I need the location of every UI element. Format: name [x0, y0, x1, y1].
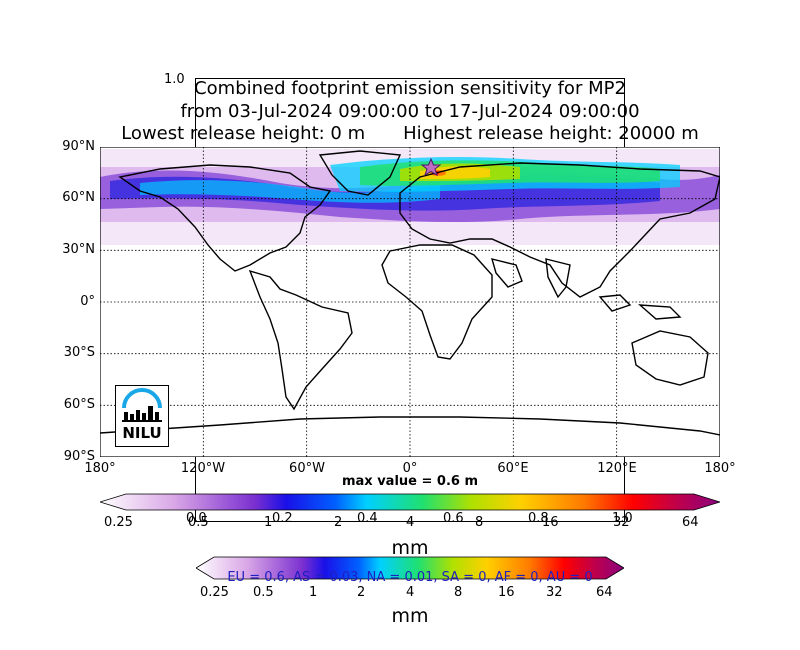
colorbar-tick: 1 [309, 585, 318, 600]
lat-label: 30°N [62, 242, 95, 257]
lat-label: 30°S [63, 345, 95, 360]
lat-label: 90°S [63, 449, 95, 464]
world-map [100, 147, 720, 457]
lat-label: 60°N [62, 190, 95, 205]
colorbar-tick: 0.5 [188, 515, 209, 530]
lon-label: 120°W [180, 461, 226, 476]
ghost-axis-tick: 0.8 [528, 511, 549, 526]
region-summary: EU = 0.6, AS = 0.03, NA = 0.01, SA = 0, … [227, 570, 593, 585]
nilu-logo: NILU [115, 385, 169, 447]
lat-label: 60°S [63, 397, 95, 412]
ghost-axis-tick: 1.0 [612, 511, 633, 526]
lat-label: 90°N [62, 139, 95, 154]
lowest-release-height: Lowest release height: 0 m [121, 123, 366, 144]
max-value-label: max value = 0.6 m [341, 474, 479, 489]
colorbar-tick: 64 [682, 515, 699, 530]
ghost-axis-tick: 0.4 [357, 511, 378, 526]
colorbar-tick: 0.5 [253, 585, 274, 600]
ghost-axis-tick: 0.2 [272, 511, 293, 526]
colorbar-2 [196, 556, 624, 580]
colorbar-2-ticks: 0.25 0.5 1 2 4 8 16 32 64 [196, 585, 624, 603]
graticule [100, 147, 720, 457]
ghost-axis-tick: 0.6 [443, 511, 464, 526]
colorbar-tick: 64 [596, 585, 613, 600]
lon-label: 60°W [289, 461, 325, 476]
lon-label: 180° [704, 461, 736, 476]
ghost-axis-label: 1.0 [164, 72, 185, 87]
star-icon [420, 157, 442, 177]
colorbar-tick: 2 [334, 515, 343, 530]
colorbar-tick: 32 [546, 585, 563, 600]
nilu-logo-text: NILU [122, 424, 162, 442]
colorbar-tick: 1 [264, 515, 273, 530]
colorbar-tick: 0.25 [104, 515, 133, 530]
colorbar-tick: 16 [498, 585, 515, 600]
colorbar-tick: 2 [357, 585, 366, 600]
colorbar-tick: 8 [454, 585, 463, 600]
colorbar-1 [100, 493, 720, 511]
ghost-axis-tick: 0.0 [186, 511, 207, 526]
nilu-logo-mark [122, 388, 162, 422]
lon-label: 0° [402, 461, 418, 476]
title-line-1: Combined footprint emission sensitivity … [194, 78, 626, 99]
highest-release-height: Highest release height: 20000 m [403, 123, 699, 144]
colorbar-tick: 16 [542, 515, 559, 530]
colorbar-1-ticks: 0.25 0.5 1 2 4 8 16 32 64 0.0 0.2 0.4 0.… [100, 511, 720, 531]
lon-label: 180° [84, 461, 116, 476]
title-line-3: Lowest release height: 0 m Highest releas… [0, 123, 800, 145]
colorbar-tick: 0.25 [200, 585, 229, 600]
colorbar-tick: 32 [613, 515, 630, 530]
lon-label: 120°E [597, 461, 637, 476]
colorbar-tick: 8 [475, 515, 484, 530]
colorbar-2-unit: mm [391, 605, 429, 627]
colorbar-1-unit: mm [391, 537, 429, 559]
lat-label: 0° [80, 294, 95, 309]
coastlines [100, 150, 720, 436]
colorbar-tick: 4 [406, 515, 415, 530]
colorbar-tick: 4 [406, 585, 415, 600]
title-line-2: from 03-Jul-2024 09:00:00 to 17-Jul-2024… [180, 101, 640, 122]
lon-label: 60°E [497, 461, 529, 476]
